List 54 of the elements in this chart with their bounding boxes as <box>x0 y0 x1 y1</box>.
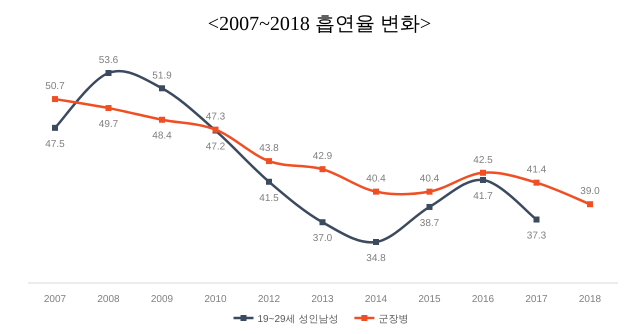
x-tick-label: 2014 <box>364 294 388 305</box>
data-label: 40.4 <box>420 174 440 185</box>
legend-label: 19~29세 성인남성 <box>258 314 338 325</box>
point <box>266 158 272 164</box>
data-label: 34.8 <box>366 253 386 264</box>
point <box>52 96 58 102</box>
data-label: 49.7 <box>98 119 119 130</box>
data-label: 51.9 <box>152 70 172 82</box>
point <box>426 204 432 210</box>
legend-label: 군장병 <box>378 314 408 325</box>
point <box>320 219 326 226</box>
point <box>426 188 432 195</box>
data-label: 43.8 <box>259 143 280 154</box>
x-tick-label: 2018 <box>578 294 602 305</box>
data-label: 48.4 <box>152 130 172 142</box>
data-label: 40.4 <box>366 174 386 185</box>
point <box>534 216 540 223</box>
x-tick-label: 2010 <box>204 294 228 305</box>
x-tick-label: 2008 <box>97 294 120 305</box>
point <box>52 124 58 131</box>
x-tick-label: 2007 <box>44 294 67 305</box>
data-label: 47.2 <box>206 142 226 153</box>
data-label: 47.5 <box>45 138 66 150</box>
data-label: 39.0 <box>580 186 600 198</box>
data-label: 41.4 <box>526 164 547 176</box>
point <box>159 116 165 123</box>
point <box>106 105 112 112</box>
x-tick-label: 2012 <box>258 294 281 305</box>
x-tick-label: 2017 <box>525 294 548 305</box>
x-tick-label: 2015 <box>418 294 442 305</box>
point <box>106 70 112 76</box>
data-label: 41.5 <box>259 192 280 204</box>
data-label: 42.5 <box>473 154 494 166</box>
data-label: 37.3 <box>526 230 547 242</box>
point <box>266 178 272 185</box>
point <box>534 180 540 186</box>
point <box>480 170 486 176</box>
point <box>159 85 165 92</box>
point <box>480 176 486 183</box>
x-tick-label: 2009 <box>150 294 174 305</box>
point <box>587 201 593 208</box>
x-tick-label: 2016 <box>472 294 495 305</box>
data-label: 41.7 <box>473 190 494 202</box>
data-label: 38.7 <box>420 218 440 229</box>
point <box>373 239 379 245</box>
data-label: 37.0 <box>312 233 333 244</box>
data-label: 42.9 <box>312 151 333 162</box>
data-label: 53.6 <box>98 55 119 66</box>
data-label: 47.3 <box>206 112 226 123</box>
chart-title: <2007~2018 흡연율 변화> <box>208 13 432 35</box>
x-tick-label: 2013 <box>311 294 334 305</box>
point <box>320 166 326 172</box>
point <box>373 188 379 195</box>
data-label: 50.7 <box>45 81 66 92</box>
